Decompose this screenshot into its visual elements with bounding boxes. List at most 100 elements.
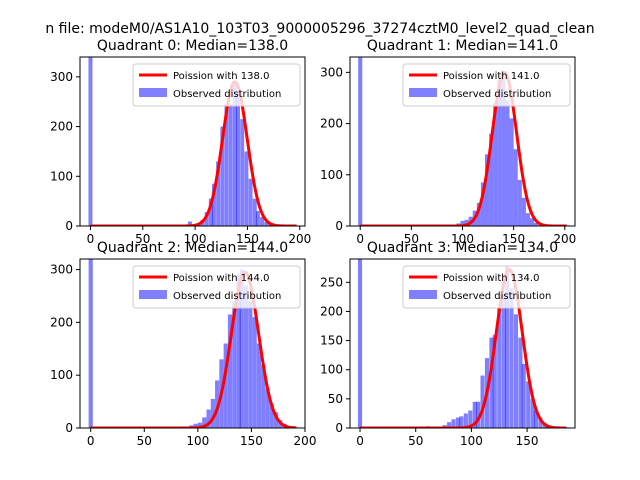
- y-tick-label: 100: [320, 363, 343, 377]
- x-tick-label: 100: [460, 434, 483, 448]
- histogram-bar: [232, 301, 237, 428]
- histogram-bar: [463, 413, 468, 428]
- histogram-bar: [252, 317, 257, 428]
- histogram-bar: [509, 118, 514, 226]
- histogram-bar: [525, 213, 530, 226]
- histogram-bar: [358, 57, 363, 226]
- legend-box: [402, 265, 571, 309]
- histogram-bar: [464, 219, 469, 226]
- histogram-bar: [244, 151, 249, 226]
- x-tick-label: 150: [240, 434, 263, 448]
- histogram-bar: [489, 337, 494, 428]
- histogram-bar: [480, 182, 485, 226]
- legend-observed-swatch: [139, 290, 167, 299]
- x-tick-label: 50: [408, 434, 423, 448]
- histogram-bar: [480, 375, 485, 428]
- y-tick-label: 100: [320, 168, 343, 182]
- legend-observed-swatch: [139, 88, 167, 97]
- x-tick-label: 150: [236, 232, 259, 246]
- y-tick-label: 200: [50, 315, 73, 329]
- histogram-bar: [538, 417, 543, 428]
- histogram-bar: [526, 381, 531, 428]
- histogram-bar: [216, 161, 221, 226]
- axes-frame: [79, 258, 306, 429]
- quadrant-0-title: Quadrant 0: Median=138.0: [97, 38, 288, 54]
- y-tick-label: 150: [320, 334, 343, 348]
- quadrant-0-panel: 0 50 100 150 200 0 100 200 300 Poission with 138.…: [50, 56, 311, 246]
- histogram-bar: [489, 133, 494, 226]
- histogram-bar: [460, 220, 465, 226]
- histogram-bar: [248, 301, 253, 428]
- figure-suptitle: n file: modeM0/AS1A10_103T03_9000005296_…: [45, 21, 594, 37]
- legend: Poission with 144.0 Observed distribution: [132, 265, 301, 309]
- x-tick-label: 150: [516, 434, 539, 448]
- poisson-fit-curve: [359, 70, 568, 226]
- y-tick-label: 100: [50, 368, 73, 382]
- x-tick-label: 200: [553, 232, 576, 246]
- histogram-bar: [252, 198, 257, 226]
- x-tick-label: 100: [184, 232, 207, 246]
- legend-fit-label: Poission with 134.0: [443, 273, 539, 284]
- quadrant-1-title: Quadrant 1: Median=141.0: [367, 38, 558, 54]
- histogram-bar: [493, 103, 498, 226]
- histogram-bar: [193, 423, 198, 428]
- histogram-bar: [273, 412, 279, 428]
- histogram-bar: [485, 154, 490, 226]
- histogram-bar: [202, 417, 207, 428]
- y-tick-label: 200: [50, 120, 73, 134]
- histogram-bar: [227, 314, 233, 428]
- histogram-bar: [224, 104, 229, 226]
- histogram-bar: [468, 410, 473, 428]
- x-tick-label: 200: [294, 434, 317, 448]
- legend-fit-label: Poission with 138.0: [173, 71, 269, 82]
- histogram-bar: [210, 398, 215, 428]
- x-tick-label: 50: [137, 434, 152, 448]
- histogram-bar: [501, 74, 506, 226]
- legend-fit-label: Poission with 144.0: [173, 273, 269, 284]
- y-tick-label: 300: [320, 65, 343, 79]
- x-tick-label: 200: [288, 232, 311, 246]
- x-tick-label: 0: [356, 232, 364, 246]
- histogram-bar: [228, 104, 233, 226]
- histogram-bar: [187, 221, 192, 226]
- histogram-bar: [232, 84, 237, 226]
- y-tick-label: 0: [65, 219, 73, 233]
- histogram-bar: [492, 334, 497, 428]
- histogram-bar: [497, 80, 502, 226]
- legend-box: [402, 63, 571, 107]
- histogram-bar: [204, 212, 209, 226]
- histogram-bar: [236, 274, 241, 428]
- y-tick-label: 300: [50, 70, 73, 84]
- quadrant-2-title: Quadrant 2: Median=144.0: [97, 240, 288, 256]
- x-tick-label: 100: [186, 434, 209, 448]
- quadrant-3-title: Quadrant 3: Median=134.0: [367, 240, 558, 256]
- y-tick-label: 100: [50, 169, 73, 183]
- legend-observed-label: Observed distribution: [173, 89, 281, 100]
- histogram-bar: [504, 265, 510, 428]
- histogram-bar: [206, 409, 211, 428]
- histogram-bar: [505, 100, 510, 226]
- histogram-bar: [530, 218, 535, 226]
- y-tick-label: 200: [320, 304, 343, 318]
- x-tick-label: 50: [135, 232, 150, 246]
- quadrant-3-panel: 0 50 100 150 0 50 100 150 200 250 Poission with 13…: [320, 258, 576, 448]
- histogram-bar: [513, 314, 519, 428]
- x-tick-label: 50: [404, 232, 419, 246]
- histogram-bar: [88, 57, 93, 226]
- legend-observed-swatch: [409, 290, 437, 299]
- histogram-bar: [255, 211, 260, 226]
- y-tick-label: 0: [335, 219, 343, 233]
- legend-observed-swatch: [409, 88, 437, 97]
- observed-histogram: [358, 57, 539, 226]
- legend-box: [132, 63, 301, 107]
- histogram-bar: [530, 398, 535, 428]
- legend-observed-label: Observed distribution: [443, 89, 551, 100]
- legend: Poission with 138.0 Observed distribution: [132, 63, 301, 107]
- histogram-bar: [256, 343, 262, 428]
- histogram-bar: [518, 337, 523, 428]
- histogram-bar: [261, 364, 266, 428]
- histogram-bar: [497, 308, 502, 428]
- histogram-bar: [248, 178, 253, 226]
- histogram-bar: [220, 126, 225, 226]
